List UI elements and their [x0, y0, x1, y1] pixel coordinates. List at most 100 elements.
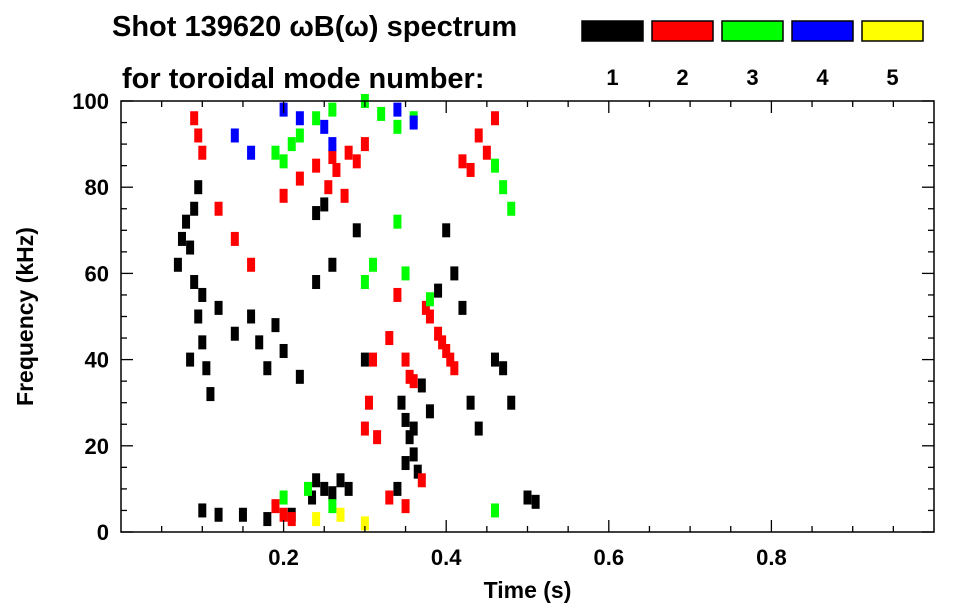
- spectrum-point-mode-1: [194, 309, 203, 324]
- legend-swatch-3: [721, 20, 784, 42]
- legend-swatch-4: [791, 20, 854, 42]
- spectrum-point-mode-1: [352, 223, 361, 238]
- spectrum-point-mode-1: [263, 512, 272, 527]
- spectrum-point-mode-2: [332, 162, 341, 177]
- spectrum-point-mode-1: [173, 257, 182, 272]
- spectrum-point-mode-1: [182, 214, 191, 229]
- spectrum-point-mode-2: [421, 300, 430, 315]
- spectrum-point-mode-1: [401, 456, 410, 471]
- y-tick-label: 0: [97, 520, 109, 545]
- spectrum-point-mode-3: [295, 128, 304, 143]
- legend-label-2: 2: [676, 65, 688, 90]
- spectrum-point-mode-2: [425, 309, 434, 324]
- spectrum-point-mode-1: [194, 180, 203, 195]
- spectrum-point-mode-1: [177, 231, 186, 246]
- spectrum-point-mode-2: [438, 335, 447, 350]
- spectrum-point-mode-1: [450, 266, 459, 281]
- spectrum-point-mode-1: [186, 352, 195, 367]
- spectrum-point-mode-1: [230, 326, 239, 341]
- spectrum-point-mode-2: [194, 128, 203, 143]
- spectrum-point-mode-2: [409, 374, 418, 389]
- plot-frame: [120, 100, 935, 533]
- spectrum-point-mode-3: [507, 201, 516, 216]
- spectrum-point-mode-5: [360, 516, 369, 531]
- spectrum-point-mode-1: [474, 421, 483, 436]
- y-axis-label: Frequency (kHz): [12, 227, 38, 406]
- spectrum-point-mode-2: [474, 128, 483, 143]
- spectrum-point-mode-4: [247, 145, 256, 160]
- spectrum-point-mode-1: [434, 283, 443, 298]
- spectrum-point-mode-2: [328, 150, 337, 165]
- spectrum-point-mode-1: [190, 275, 199, 290]
- spectrum-point-mode-2: [364, 395, 373, 410]
- spectrum-point-mode-2: [385, 490, 394, 505]
- spectrum-point-mode-2: [340, 188, 349, 203]
- x-axis-label: Time (s): [484, 577, 572, 603]
- spectrum-point-mode-1: [186, 240, 195, 255]
- spectrum-point-mode-1: [279, 343, 288, 358]
- spectrum-point-mode-3: [393, 119, 402, 134]
- spectrum-point-mode-1: [397, 395, 406, 410]
- spectrum-point-mode-3: [360, 275, 369, 290]
- spectrum-point-mode-3: [287, 137, 296, 152]
- spectrum-point-mode-1: [401, 412, 410, 427]
- spectrum-point-mode-2: [458, 154, 467, 169]
- spectrum-point-mode-2: [287, 512, 296, 527]
- spectrum-point-mode-1: [255, 335, 264, 350]
- spectrum-point-mode-1: [409, 447, 418, 462]
- spectrum-point-mode-1: [413, 464, 422, 479]
- spectrum-point-mode-2: [230, 231, 239, 246]
- spectrum-point-mode-3: [271, 145, 280, 160]
- spectrum-point-mode-2: [450, 361, 459, 376]
- spectrum-point-mode-1: [263, 361, 272, 376]
- spectrum-point-mode-2: [401, 352, 410, 367]
- spectrum-point-mode-3: [279, 154, 288, 169]
- data-points: [173, 94, 540, 531]
- spectrum-point-mode-1: [198, 287, 207, 302]
- spectrum-point-mode-3: [393, 214, 402, 229]
- spectrum-point-mode-3: [401, 266, 410, 281]
- spectrum-point-mode-2: [190, 111, 199, 126]
- spectrum-point-mode-1: [523, 490, 532, 505]
- spectrum-point-mode-2: [324, 180, 333, 195]
- spectrum-point-mode-1: [417, 378, 426, 393]
- spectrum-point-mode-1: [507, 395, 516, 410]
- spectrum-point-mode-1: [214, 507, 223, 522]
- spectrum-point-mode-3: [377, 106, 386, 121]
- spectrum-point-mode-4: [320, 119, 329, 134]
- spectrum-point-mode-2: [446, 352, 455, 367]
- spectrum-point-mode-2: [247, 257, 256, 272]
- y-tick-label: 40: [85, 348, 109, 373]
- spectrum-point-mode-1: [312, 275, 321, 290]
- spectrum-point-mode-2: [405, 369, 414, 384]
- spectrum-point-mode-3: [279, 490, 288, 505]
- title-line-2: for toroidal mode number:: [122, 63, 485, 95]
- spectrum-point-mode-1: [405, 430, 414, 445]
- y-tick-label: 20: [85, 434, 109, 459]
- spectrum-point-mode-1: [320, 481, 329, 496]
- spectrum-point-mode-1: [442, 223, 451, 238]
- spectrum-point-mode-2: [295, 171, 304, 186]
- spectrum-point-mode-2: [360, 421, 369, 436]
- chart-title: Shot 139620 ωB(ω) spectrum for toroidal …: [112, 11, 517, 95]
- spectrum-point-mode-3: [369, 257, 378, 272]
- spectrum-point-mode-1: [295, 369, 304, 384]
- spectrum-point-mode-2: [434, 326, 443, 341]
- legend-label-1: 1: [606, 65, 618, 90]
- title-line-1: Shot 139620 ωB(ω) spectrum: [112, 11, 517, 43]
- spectrum-point-mode-1: [198, 503, 207, 518]
- spectrum-point-mode-2: [385, 331, 394, 346]
- spectrum-point-mode-3: [425, 292, 434, 307]
- y-tick-label: 100: [72, 89, 109, 114]
- spectrum-point-mode-1: [499, 361, 508, 376]
- spectrum-point-mode-1: [490, 352, 499, 367]
- spectrum-point-mode-1: [458, 300, 467, 315]
- spectrum-point-mode-2: [279, 188, 288, 203]
- spectrum-point-mode-4: [230, 128, 239, 143]
- spectrum-point-mode-1: [425, 404, 434, 419]
- spectrum-point-mode-2: [312, 158, 321, 173]
- y-tick-label: 60: [85, 261, 109, 286]
- spectrum-point-mode-2: [373, 430, 382, 445]
- spectrum-point-mode-3: [490, 158, 499, 173]
- spectrum-point-mode-1: [238, 507, 247, 522]
